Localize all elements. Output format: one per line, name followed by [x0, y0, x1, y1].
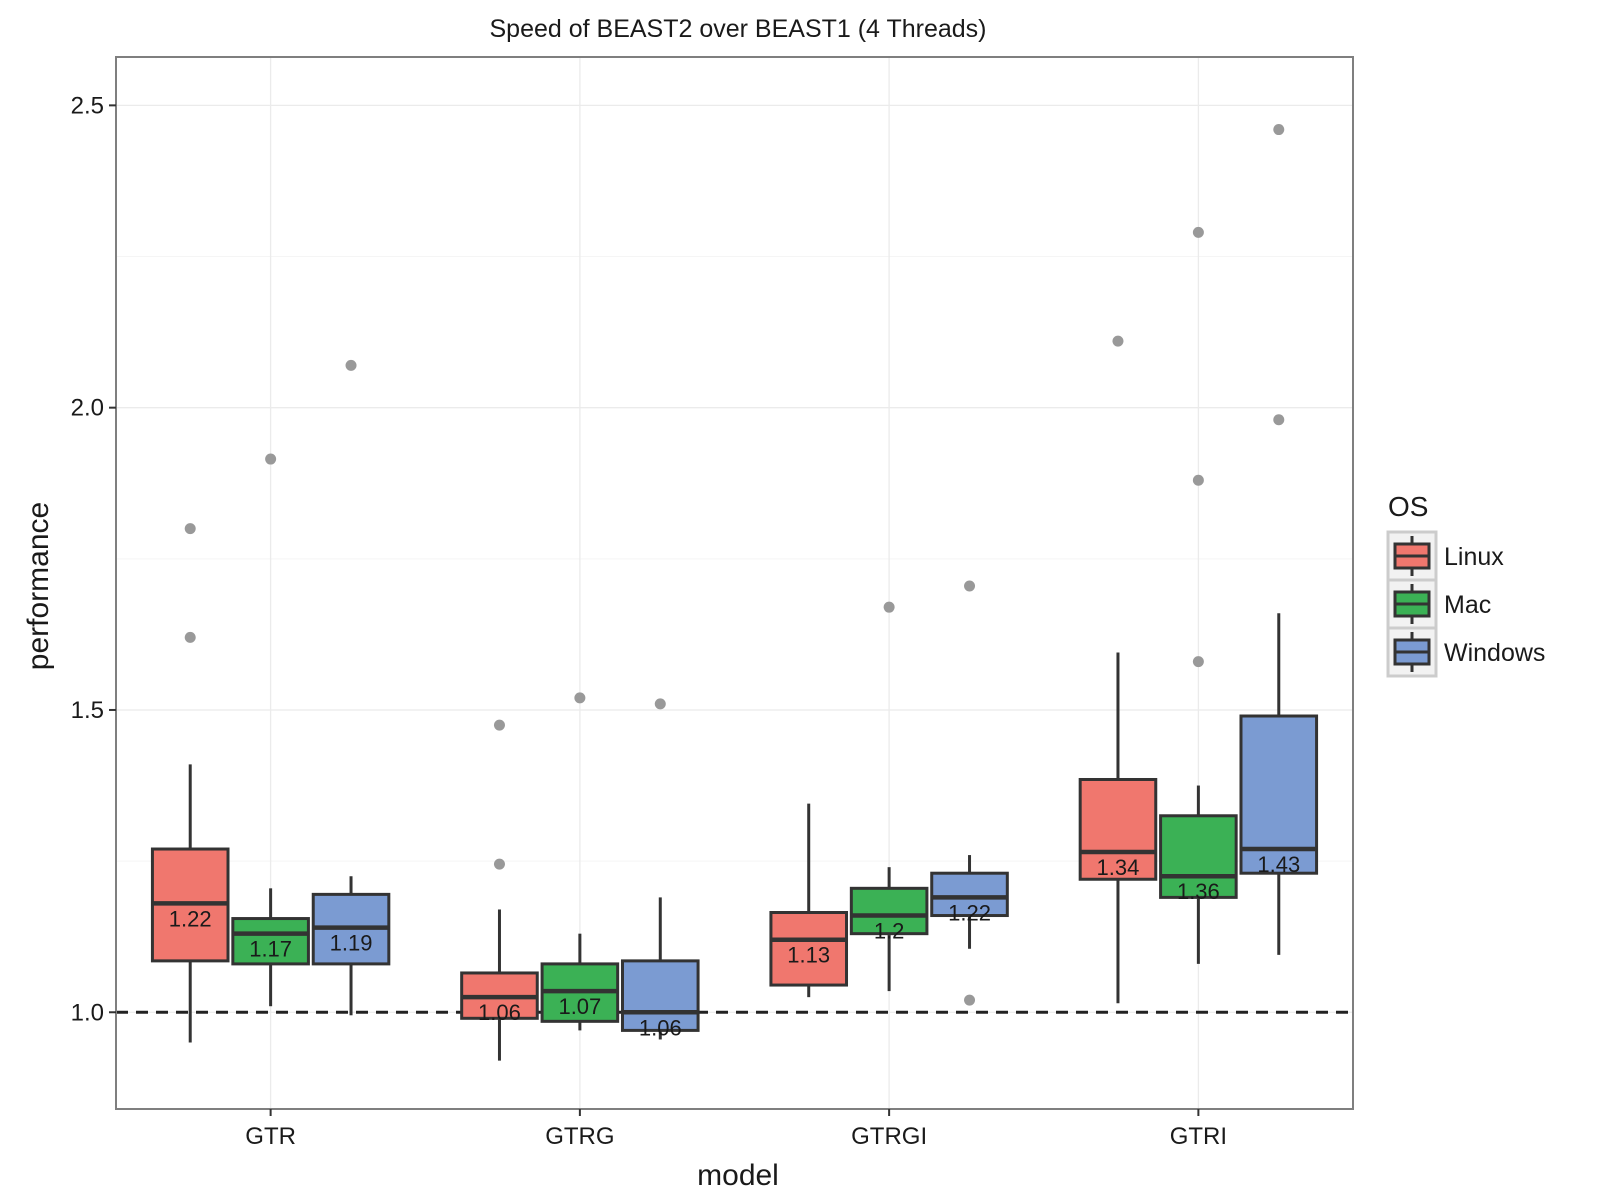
outlier-point [1192, 226, 1204, 238]
x-tick-label: GTRI [1170, 1123, 1227, 1150]
outlier-point [883, 601, 895, 613]
box-iqr [231, 917, 310, 966]
legend-title: OS [1388, 491, 1428, 522]
outlier-point [1192, 474, 1204, 486]
legend-item-mac: Mac [1386, 578, 1491, 630]
y-tick-label: 1.0 [71, 999, 104, 1026]
box-windows-gtrg: 1.06 [620, 698, 700, 1040]
outlier-point [493, 719, 505, 731]
legend: OS Linux Mac Windows [1386, 491, 1545, 678]
outlier-point [345, 359, 357, 371]
box-linux-gtr: 1.22 [150, 523, 230, 1043]
outlier-point [964, 994, 976, 1006]
outlier-point [654, 698, 666, 710]
outlier-point [574, 692, 586, 704]
box-mac-gtr: 1.17 [231, 453, 310, 1007]
box-value-label: 1.17 [249, 937, 292, 962]
box-iqr [930, 871, 1009, 918]
box-value-label: 1.06 [478, 1000, 521, 1025]
box-value-label: 1.34 [1097, 855, 1140, 880]
box-windows-gtrgi: 1.22 [930, 580, 1009, 1006]
outlier-point [265, 453, 277, 465]
box-value-label: 1.22 [948, 900, 991, 925]
box-value-label: 1.19 [330, 931, 373, 956]
x-tick-label: GTR [245, 1123, 296, 1150]
box-iqr [1159, 814, 1238, 899]
box-iqr [620, 959, 700, 1032]
y-tick-label: 1.5 [71, 697, 104, 724]
box-iqr [769, 911, 849, 987]
box-linux-gtri: 1.34 [1078, 335, 1158, 1004]
legend-label: Linux [1444, 543, 1504, 571]
legend-label: Windows [1444, 639, 1545, 667]
y-axis-title: performance [22, 502, 55, 670]
y-axis: 1.0 1.5 2.0 2.5 [71, 92, 116, 1026]
panel-border [115, 56, 1354, 1110]
legend-item-linux: Linux [1386, 530, 1504, 582]
outlier-point [1112, 335, 1124, 347]
outlier-point [1273, 414, 1285, 426]
chart-title: Speed of BEAST2 over BEAST1 (4 Threads) [489, 15, 986, 43]
box-value-label: 1.36 [1177, 879, 1220, 904]
legend-item-windows: Windows [1386, 626, 1545, 678]
outlier-point [184, 523, 196, 535]
box-linux-gtrgi: 1.13 [769, 803, 849, 998]
y-tick-label: 2.5 [71, 92, 104, 119]
box-value-label: 1.13 [787, 943, 830, 968]
box-value-label: 1.07 [558, 994, 601, 1019]
legend-label: Mac [1444, 591, 1491, 619]
x-axis: GTR GTRG GTRGI GTRI [245, 1109, 1227, 1150]
box-value-label: 1.22 [169, 906, 212, 931]
box-value-label: 1.06 [639, 1015, 682, 1040]
box-windows-gtr: 1.19 [311, 359, 391, 1016]
x-axis-title: model [697, 1159, 779, 1192]
outlier-point [493, 858, 505, 870]
x-tick-label: GTRG [545, 1123, 614, 1150]
box-value-label: 1.2 [874, 919, 905, 944]
x-tick-label: GTRGI [851, 1123, 927, 1150]
outlier-point [1192, 656, 1204, 668]
box-linux-gtrg: 1.06 [460, 719, 539, 1061]
box-windows-gtri: 1.43 [1239, 124, 1319, 955]
outlier-point [964, 580, 976, 592]
box-value-label: 1.43 [1257, 852, 1300, 877]
box-mac-gtri: 1.36 [1159, 226, 1238, 964]
plot-panel: 1.22 1.06 1.13 1.34 1.17 1.07 1.2 1.36 1.19 1.06 1… [115, 56, 1354, 1110]
box-mac-gtrgi: 1.2 [849, 601, 929, 992]
outlier-point [1273, 124, 1285, 136]
y-tick-label: 2.0 [71, 395, 104, 422]
box-iqr [849, 886, 929, 936]
outlier-point [184, 631, 196, 643]
box-mac-gtrg: 1.07 [540, 692, 620, 1031]
box-iqr [1078, 777, 1158, 881]
